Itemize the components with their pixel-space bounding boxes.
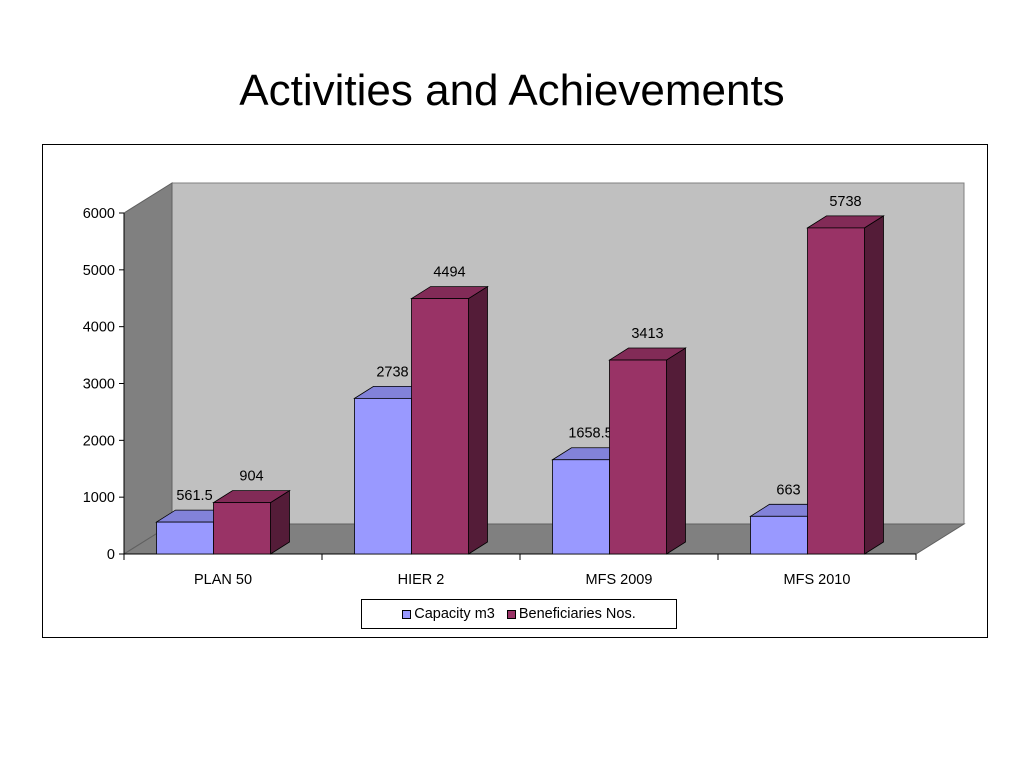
bar-beneficiaries-nos-mfs-2010-side	[864, 215, 884, 555]
value-axis-tick-label: 3000	[83, 377, 115, 393]
value-axis-tick-label: 6000	[83, 206, 115, 222]
bar-chart: 0 1000 2000 3000 4000 5000 6000 PLAN 50 HIER 2 MF…	[83, 182, 966, 588]
category-label-mfs-2009: MFS 2009	[586, 572, 653, 588]
bar-capacity-m3-hier-2	[354, 397, 412, 555]
category-label-hier-2: HIER 2	[398, 572, 445, 588]
data-label-beneficiaries-nos-mfs-2009: 3413	[631, 326, 663, 342]
bar-beneficiaries-nos-hier-2	[411, 298, 469, 555]
value-axis-tick-label: 4000	[83, 320, 115, 336]
legend-label-capacity: Capacity m3	[414, 606, 495, 622]
data-label-beneficiaries-nos-plan-50: 904	[239, 469, 263, 485]
data-label-capacity-m3-plan-50: 561.5	[176, 488, 212, 504]
chart-frame: 0 1000 2000 3000 4000 5000 6000 PLAN 50 HIER 2 MF…	[42, 144, 988, 638]
bar-capacity-m3-plan-50	[156, 521, 214, 555]
data-label-beneficiaries-nos-mfs-2010: 5738	[829, 194, 861, 210]
data-label-beneficiaries-nos-hier-2: 4494	[433, 265, 465, 281]
slide-title: Activities and Achievements	[239, 66, 785, 115]
legend-item-beneficiaries: Beneficiaries Nos.	[506, 606, 636, 622]
bar-capacity-m3-mfs-2009	[552, 459, 610, 555]
value-axis-tick-label: 1000	[83, 490, 115, 506]
bar-beneficiaries-nos-mfs-2009	[609, 359, 667, 555]
legend-swatch-beneficiaries	[506, 609, 516, 619]
legend-label-beneficiaries: Beneficiaries Nos.	[518, 606, 636, 622]
value-axis-tick-label: 0	[107, 547, 115, 563]
data-label-capacity-m3-hier-2: 2738	[376, 364, 408, 380]
chart-legend: Capacity m3 Beneficiaries Nos.	[361, 599, 677, 629]
legend-item-capacity: Capacity m3	[402, 606, 495, 622]
data-label-capacity-m3-mfs-2009: 1658.5	[568, 426, 612, 442]
bar-beneficiaries-nos-hier-2-side	[468, 285, 488, 555]
chart-side-wall	[123, 182, 173, 555]
bar-beneficiaries-nos-mfs-2009-side	[666, 347, 686, 555]
bar-beneficiaries-nos-plan-50	[213, 502, 271, 555]
category-label-plan-50: PLAN 50	[194, 572, 252, 588]
legend-swatch-capacity	[402, 609, 412, 619]
bar-capacity-m3-mfs-2010	[750, 515, 808, 555]
data-label-capacity-m3-mfs-2010: 663	[776, 482, 800, 498]
bar-beneficiaries-nos-mfs-2010	[807, 227, 865, 555]
value-axis-tick-label: 2000	[83, 433, 115, 449]
value-axis-tick-label: 5000	[83, 263, 115, 279]
category-label-mfs-2010: MFS 2010	[784, 572, 851, 588]
